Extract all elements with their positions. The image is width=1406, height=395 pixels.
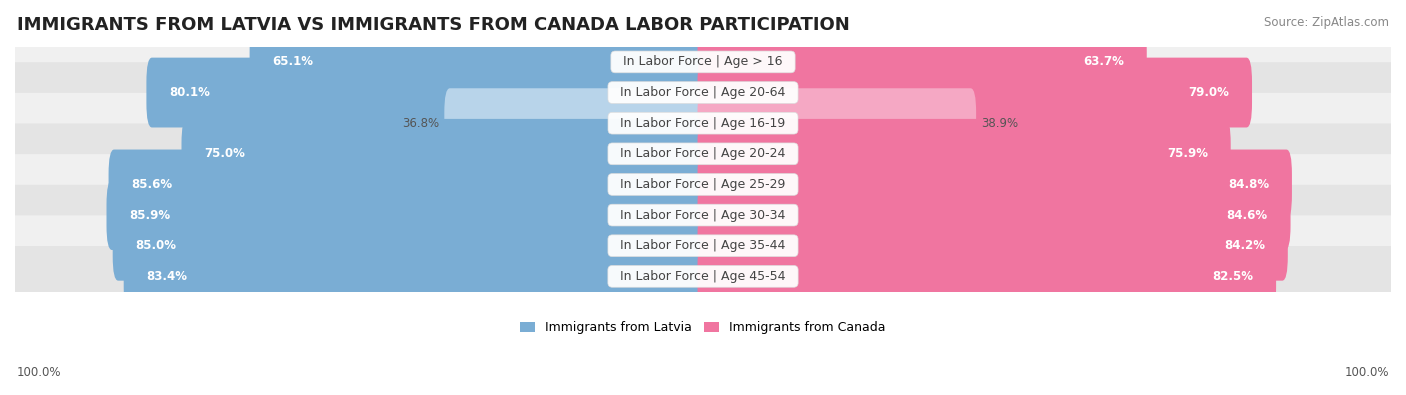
FancyBboxPatch shape [11, 124, 1395, 184]
Text: In Labor Force | Age 16-19: In Labor Force | Age 16-19 [613, 117, 793, 130]
Text: In Labor Force | Age 35-44: In Labor Force | Age 35-44 [612, 239, 794, 252]
Text: 63.7%: 63.7% [1083, 55, 1123, 68]
Text: Source: ZipAtlas.com: Source: ZipAtlas.com [1264, 16, 1389, 29]
FancyBboxPatch shape [697, 27, 1147, 97]
Text: 85.0%: 85.0% [135, 239, 176, 252]
Text: In Labor Force | Age 20-24: In Labor Force | Age 20-24 [612, 147, 794, 160]
FancyBboxPatch shape [11, 154, 1395, 215]
Text: 84.2%: 84.2% [1225, 239, 1265, 252]
FancyBboxPatch shape [107, 180, 709, 250]
FancyBboxPatch shape [181, 119, 709, 189]
Text: 65.1%: 65.1% [273, 55, 314, 68]
FancyBboxPatch shape [697, 88, 976, 158]
Text: 84.8%: 84.8% [1227, 178, 1270, 191]
Text: 85.6%: 85.6% [131, 178, 173, 191]
FancyBboxPatch shape [697, 180, 1291, 250]
Text: 83.4%: 83.4% [146, 270, 187, 283]
Text: 75.9%: 75.9% [1167, 147, 1208, 160]
FancyBboxPatch shape [697, 58, 1251, 128]
Text: 84.6%: 84.6% [1226, 209, 1268, 222]
FancyBboxPatch shape [11, 62, 1395, 123]
Legend: Immigrants from Latvia, Immigrants from Canada: Immigrants from Latvia, Immigrants from … [515, 316, 891, 339]
FancyBboxPatch shape [250, 27, 709, 97]
Text: 82.5%: 82.5% [1212, 270, 1253, 283]
Text: 85.9%: 85.9% [129, 209, 170, 222]
FancyBboxPatch shape [11, 215, 1395, 276]
Text: 75.0%: 75.0% [204, 147, 245, 160]
FancyBboxPatch shape [11, 93, 1395, 154]
FancyBboxPatch shape [697, 119, 1230, 189]
FancyBboxPatch shape [146, 58, 709, 128]
Text: In Labor Force | Age 45-54: In Labor Force | Age 45-54 [612, 270, 794, 283]
FancyBboxPatch shape [124, 241, 709, 311]
Text: 38.9%: 38.9% [981, 117, 1018, 130]
FancyBboxPatch shape [697, 211, 1288, 281]
Text: 36.8%: 36.8% [402, 117, 440, 130]
FancyBboxPatch shape [697, 150, 1292, 219]
Text: In Labor Force | Age 25-29: In Labor Force | Age 25-29 [612, 178, 794, 191]
Text: 100.0%: 100.0% [1344, 366, 1389, 379]
FancyBboxPatch shape [108, 150, 709, 219]
Text: IMMIGRANTS FROM LATVIA VS IMMIGRANTS FROM CANADA LABOR PARTICIPATION: IMMIGRANTS FROM LATVIA VS IMMIGRANTS FRO… [17, 16, 849, 34]
FancyBboxPatch shape [112, 211, 709, 281]
FancyBboxPatch shape [11, 246, 1395, 307]
Text: 80.1%: 80.1% [169, 86, 209, 99]
FancyBboxPatch shape [444, 88, 709, 158]
Text: In Labor Force | Age > 16: In Labor Force | Age > 16 [616, 55, 790, 68]
Text: 100.0%: 100.0% [17, 366, 62, 379]
FancyBboxPatch shape [11, 185, 1395, 245]
Text: In Labor Force | Age 30-34: In Labor Force | Age 30-34 [612, 209, 794, 222]
FancyBboxPatch shape [697, 241, 1277, 311]
FancyBboxPatch shape [11, 32, 1395, 92]
Text: 79.0%: 79.0% [1188, 86, 1229, 99]
Text: In Labor Force | Age 20-64: In Labor Force | Age 20-64 [612, 86, 794, 99]
